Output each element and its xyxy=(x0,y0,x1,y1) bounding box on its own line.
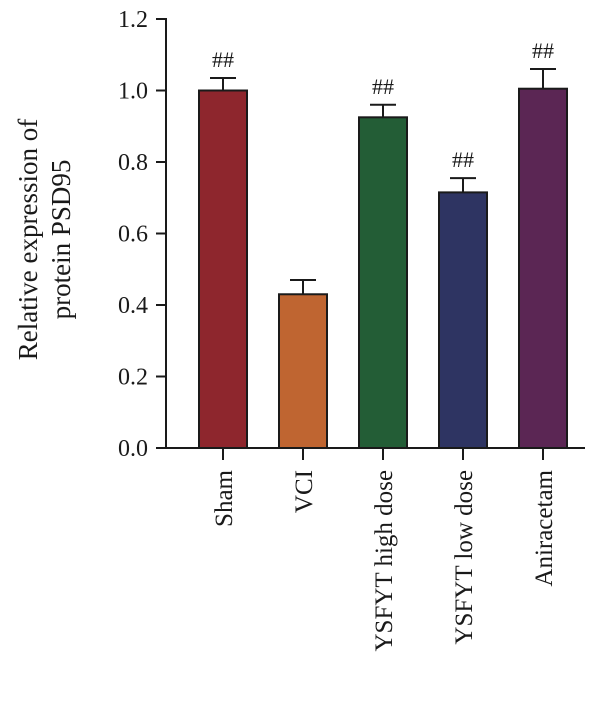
x-tick-label: YSFYT high dose xyxy=(371,470,398,652)
x-axis-ticks: Sham VCI YSFYT high dose YSFYT low dose Anir… xyxy=(211,448,558,652)
y-tick-label: 0.2 xyxy=(118,365,148,391)
significance-mark: ## xyxy=(452,147,474,172)
y-tick-label: 0.8 xyxy=(118,150,148,176)
x-tick-label: YSFYT low dose xyxy=(451,470,478,645)
y-axis-ticks: 0.0 0.2 0.4 0.6 0.8 1.0 1.2 xyxy=(118,7,166,462)
bar xyxy=(358,116,408,449)
significance-mark: ## xyxy=(372,74,394,99)
x-tick-label: VCI xyxy=(291,470,318,513)
y-tick-label: 0.0 xyxy=(118,436,148,462)
x-tick-label: Sham xyxy=(211,469,238,527)
y-tick-label: 1.2 xyxy=(118,7,148,33)
bar xyxy=(518,87,568,450)
significance-mark: ## xyxy=(212,47,234,72)
significance-mark: ## xyxy=(532,38,554,63)
bar xyxy=(438,191,488,449)
y-axis-label-line: protein PSD95 xyxy=(46,160,76,320)
y-tick-label: 0.6 xyxy=(118,222,148,248)
x-tick-label: Aniracetam xyxy=(531,469,558,586)
y-axis-label: Relative expression of protein PSD95 xyxy=(13,119,76,360)
y-tick-label: 0.4 xyxy=(118,293,148,319)
bar xyxy=(198,89,248,449)
bars: ## ## ## ## xyxy=(198,38,568,450)
y-axis-label-line: Relative expression of xyxy=(13,119,43,360)
bar xyxy=(278,293,328,449)
y-tick-label: 1.0 xyxy=(118,79,148,105)
